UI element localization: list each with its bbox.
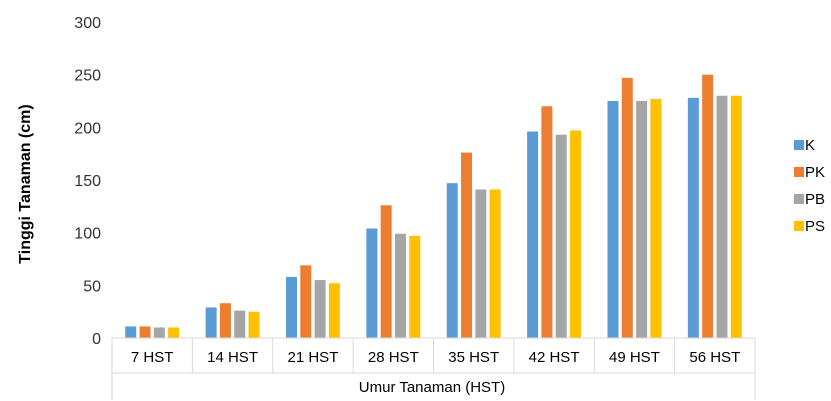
x-category-label: 7 HST	[131, 349, 174, 366]
bar	[168, 327, 180, 338]
bar	[730, 95, 742, 338]
bar	[489, 189, 501, 338]
bar	[555, 134, 567, 338]
legend-swatch	[794, 221, 804, 231]
bar	[636, 101, 648, 338]
bar	[139, 326, 151, 338]
x-category-label: 28 HST	[368, 349, 419, 366]
x-category-label: 42 HST	[529, 349, 580, 366]
bar	[248, 311, 260, 338]
y-axis-title: Tinggi Tanaman (cm)	[17, 104, 34, 263]
bar	[541, 106, 553, 339]
bar	[702, 74, 714, 339]
bar	[285, 276, 297, 338]
y-tick-label: 100	[74, 226, 101, 243]
bar	[607, 101, 619, 338]
legend: K PK PB PS	[794, 137, 825, 235]
bar	[394, 233, 406, 338]
bar	[380, 205, 392, 338]
legend-swatch	[794, 140, 804, 150]
legend-label: K	[805, 137, 815, 154]
bar	[446, 183, 458, 338]
y-axis-ticks: 0 50 100 150 200 250 300	[74, 15, 101, 348]
legend-label: PK	[805, 164, 825, 181]
y-axis-title-group: Tinggi Tanaman (cm)	[17, 104, 34, 263]
x-category-label: 56 HST	[689, 349, 740, 366]
x-category-label: 35 HST	[448, 349, 499, 366]
bar	[219, 303, 231, 338]
bar	[650, 98, 662, 338]
legend-label: PS	[805, 218, 825, 235]
bar	[621, 77, 633, 338]
legend-swatch	[794, 194, 804, 204]
bar	[475, 189, 487, 338]
bar	[527, 131, 539, 338]
bar	[570, 130, 582, 338]
y-tick-label: 50	[83, 278, 101, 295]
bar	[234, 310, 246, 338]
bar	[366, 228, 378, 338]
y-tick-label: 200	[74, 120, 101, 137]
y-tick-label: 300	[74, 15, 101, 32]
bar	[125, 326, 137, 338]
bar	[205, 307, 217, 338]
bar	[328, 283, 340, 338]
x-category-label: 49 HST	[609, 349, 660, 366]
bar	[461, 152, 473, 338]
bar	[687, 97, 699, 338]
legend-swatch	[794, 167, 804, 177]
y-tick-label: 0	[92, 331, 101, 348]
bar	[314, 280, 326, 338]
bar	[153, 327, 165, 338]
y-tick-label: 150	[74, 173, 101, 190]
bars	[125, 74, 742, 339]
x-axis-title: Umur Tanaman (HST)	[359, 379, 505, 396]
bar	[409, 235, 421, 338]
y-tick-label: 250	[74, 68, 101, 85]
x-axis: 7 HST 14 HST 21 HST 28 HST 35 HST 42 HST 49 HS…	[111, 337, 756, 400]
legend-label: PB	[805, 191, 825, 208]
x-category-label: 21 HST	[288, 349, 339, 366]
bar	[300, 265, 312, 338]
x-category-label: 14 HST	[207, 349, 258, 366]
bar	[716, 95, 728, 338]
